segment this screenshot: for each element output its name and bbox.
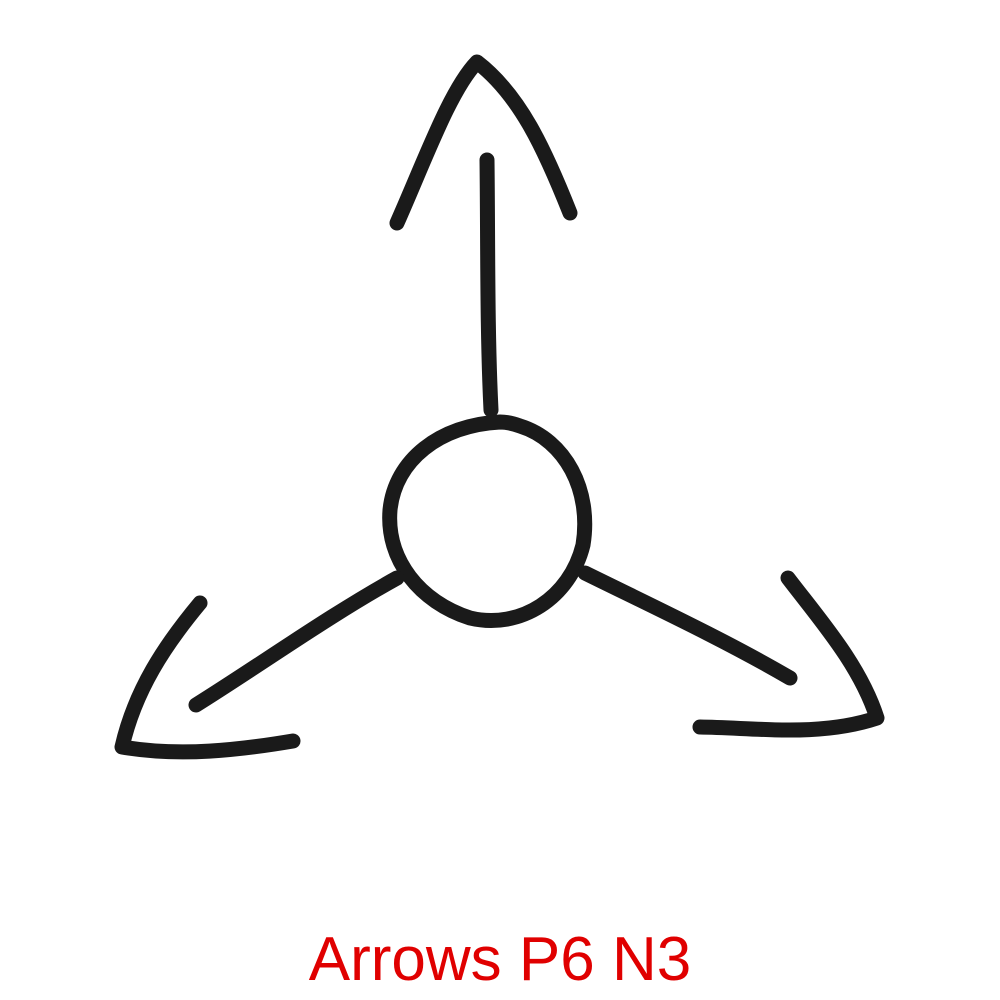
lower-left-arrow-shaft (196, 578, 397, 705)
hub-circle (390, 422, 585, 621)
lower-left-arrowhead (122, 603, 293, 752)
lower-right-arrow-shaft (585, 573, 790, 678)
lower-right-arrowhead (700, 578, 877, 730)
diagram-caption: Arrows P6 N3 (0, 920, 1000, 1000)
up-arrow-shaft (487, 160, 491, 410)
